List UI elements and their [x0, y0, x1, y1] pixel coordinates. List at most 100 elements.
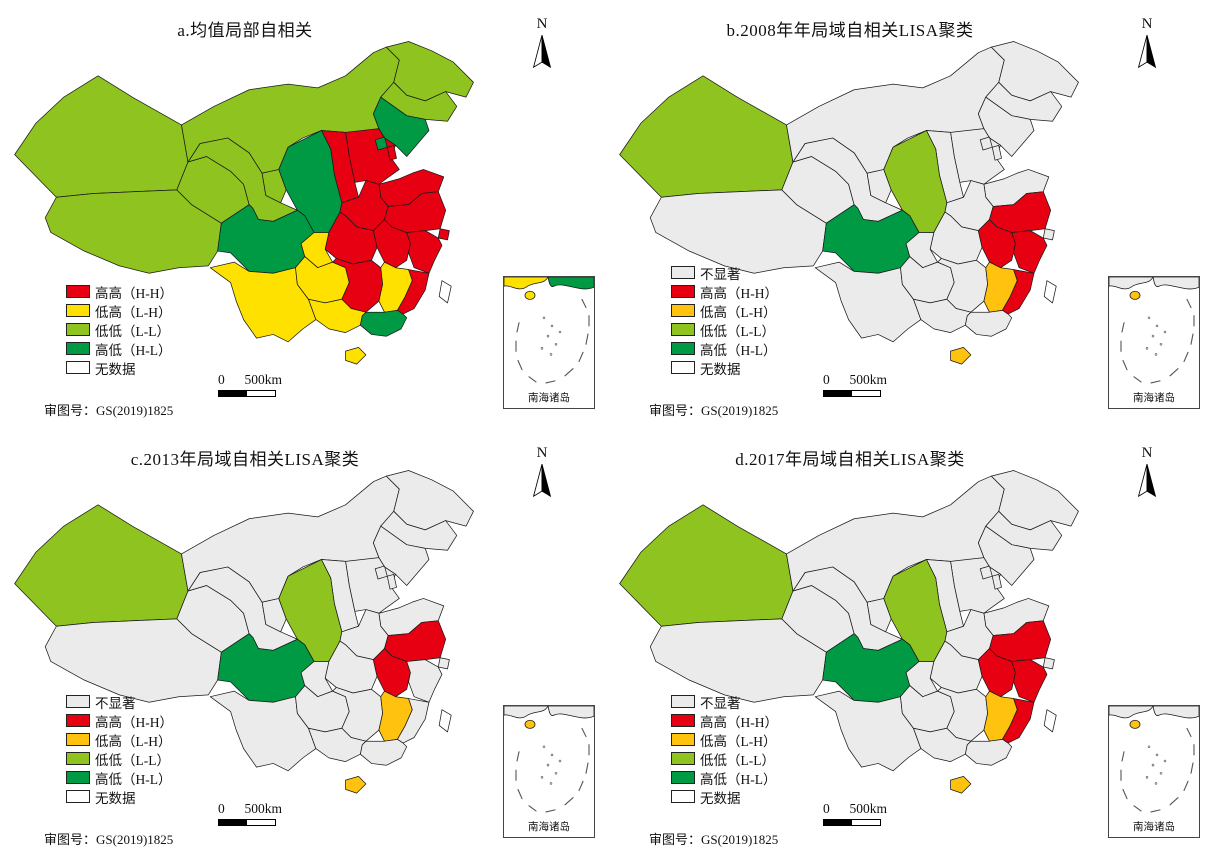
inset-label: 南海诸岛 — [1133, 393, 1175, 404]
province-heilongjiang — [385, 41, 474, 102]
legend-swatch — [671, 361, 695, 374]
inset-coast-west — [504, 277, 548, 289]
scale-segment — [219, 820, 247, 825]
province-yunnan — [814, 690, 922, 772]
legend-item: 高高（H-H） — [66, 282, 173, 301]
legend-label: 低低（L-L） — [700, 752, 775, 768]
inset-hainan-island — [1130, 720, 1140, 728]
inset-hainan-island — [1130, 291, 1140, 299]
north-label: N — [536, 445, 548, 461]
inset-island-dot — [551, 325, 553, 327]
province-tianjin — [386, 144, 397, 161]
province-yunnan — [814, 261, 922, 343]
north-arrow-black-half — [541, 34, 552, 69]
scale-bar: 0 500km — [218, 372, 282, 397]
panel-title: b.2008年年局域自相关LISA聚类 — [726, 21, 974, 40]
legend-item: 高低（H-L） — [671, 339, 778, 358]
scale-distance-label: 500km — [849, 372, 887, 387]
province-tianjin — [991, 573, 1002, 590]
legend-swatch — [66, 771, 90, 784]
legend-label: 高低（H-L） — [700, 342, 777, 358]
scale-bar-graphic — [823, 390, 881, 397]
legend-swatch — [671, 790, 695, 803]
inset-map — [1109, 706, 1199, 816]
panel-a: a.均值局部自相关 N 高高（H-H） 低高（L-H） 低低（L-L） 高低（H-L）… — [0, 0, 605, 429]
legend-item: 无数据 — [671, 787, 778, 806]
china-map — [619, 41, 1079, 365]
panel-title: d.2017年局域自相关LISA聚类 — [735, 450, 965, 469]
legend-swatch — [671, 342, 695, 355]
inset-coast-east — [548, 277, 594, 289]
legend-swatch — [671, 304, 695, 317]
legend-label: 低低（L-L） — [95, 323, 170, 339]
legend-swatch — [671, 771, 695, 784]
legend-item: 高高（H-H） — [66, 711, 173, 730]
scale-segment — [247, 391, 275, 396]
north-arrow-icon — [1137, 463, 1157, 498]
inset-hainan-island — [525, 720, 535, 728]
scale-segment — [852, 391, 880, 396]
north-arrow-white-half — [532, 34, 543, 69]
province-taiwan — [438, 280, 452, 304]
scale-zero-label: 0 — [823, 801, 830, 816]
inset-island-dot — [1155, 353, 1157, 355]
province-taiwan — [1043, 280, 1057, 304]
legend-item: 高高（H-H） — [671, 282, 778, 301]
inset-island-dot — [1160, 772, 1162, 774]
scale-segment — [824, 391, 852, 396]
province-guangdong — [965, 738, 1013, 766]
north-label: N — [536, 16, 548, 32]
legend-swatch — [66, 714, 90, 727]
north-arrow-icon — [1137, 34, 1157, 69]
province-zhejiang — [406, 659, 443, 703]
legend: 不显著 高高（H-H） 低高（L-H） 低低（L-L） 高低（H-L） 无数据 — [671, 263, 778, 377]
north-arrow-white-half — [532, 463, 543, 498]
north-arrow-black-half — [1146, 463, 1157, 498]
legend-label: 无数据 — [95, 361, 136, 377]
inset-coast-west — [504, 706, 548, 718]
legend-item: 低低（L-L） — [671, 749, 778, 768]
legend-label: 高低（H-L） — [95, 342, 172, 358]
inset-coast-west — [1109, 706, 1153, 718]
legend-item: 高低（H-L） — [671, 768, 778, 787]
legend-label: 低高（L-H） — [95, 733, 172, 749]
province-xinjiang — [14, 75, 189, 198]
legend-item: 无数据 — [66, 358, 173, 377]
legend-item: 低高（L-H） — [671, 301, 778, 320]
inset-island-dot — [541, 776, 543, 778]
legend-item: 不显著 — [66, 692, 173, 711]
scale-bar: 0 500km — [218, 801, 282, 826]
legend-label: 低低（L-L） — [95, 752, 170, 768]
north-arrow-white-half — [1137, 34, 1148, 69]
scale-labels: 0 500km — [218, 372, 282, 388]
province-heilongjiang — [990, 470, 1079, 531]
legend-item: 低高（L-H） — [66, 730, 173, 749]
map-approval-number: 审图号：GS(2019)1825 — [44, 403, 174, 418]
panel-title: a.均值局部自相关 — [177, 21, 313, 40]
province-shanghai — [437, 657, 450, 670]
scale-bar: 0 500km — [823, 372, 887, 397]
legend-item: 不显著 — [671, 263, 778, 282]
scale-segment — [219, 391, 247, 396]
panel-c: c.2013年局域自相关LISA聚类 N 不显著 高高（H-H） 低高（L-H） 低低… — [0, 429, 605, 858]
province-guangdong — [360, 738, 408, 766]
inset-island-dot — [541, 347, 543, 349]
province-heilongjiang — [990, 41, 1079, 102]
legend-item: 低低（L-L） — [66, 749, 173, 768]
china-map — [14, 470, 474, 794]
inset-island-dot — [1152, 764, 1154, 766]
legend-item: 高低（H-L） — [66, 768, 173, 787]
province-yunnan — [209, 690, 317, 772]
scale-distance-label: 500km — [849, 801, 887, 816]
panel-d: d.2017年局域自相关LISA聚类 N 不显著 高高（H-H） 低高（L-H） 低低… — [605, 429, 1210, 858]
south-china-sea-inset: 南海诸岛 — [1108, 705, 1200, 838]
legend-label: 高高（H-H） — [95, 714, 173, 730]
inset-island-dot — [551, 754, 553, 756]
china-map — [14, 41, 474, 365]
map-approval-number: 审图号：GS(2019)1825 — [649, 832, 779, 847]
legend-label: 无数据 — [700, 790, 741, 806]
legend-swatch — [66, 285, 90, 298]
scale-bar-graphic — [823, 819, 881, 826]
legend-label: 高低（H-L） — [95, 771, 172, 787]
north-arrow-black-half — [541, 463, 552, 498]
